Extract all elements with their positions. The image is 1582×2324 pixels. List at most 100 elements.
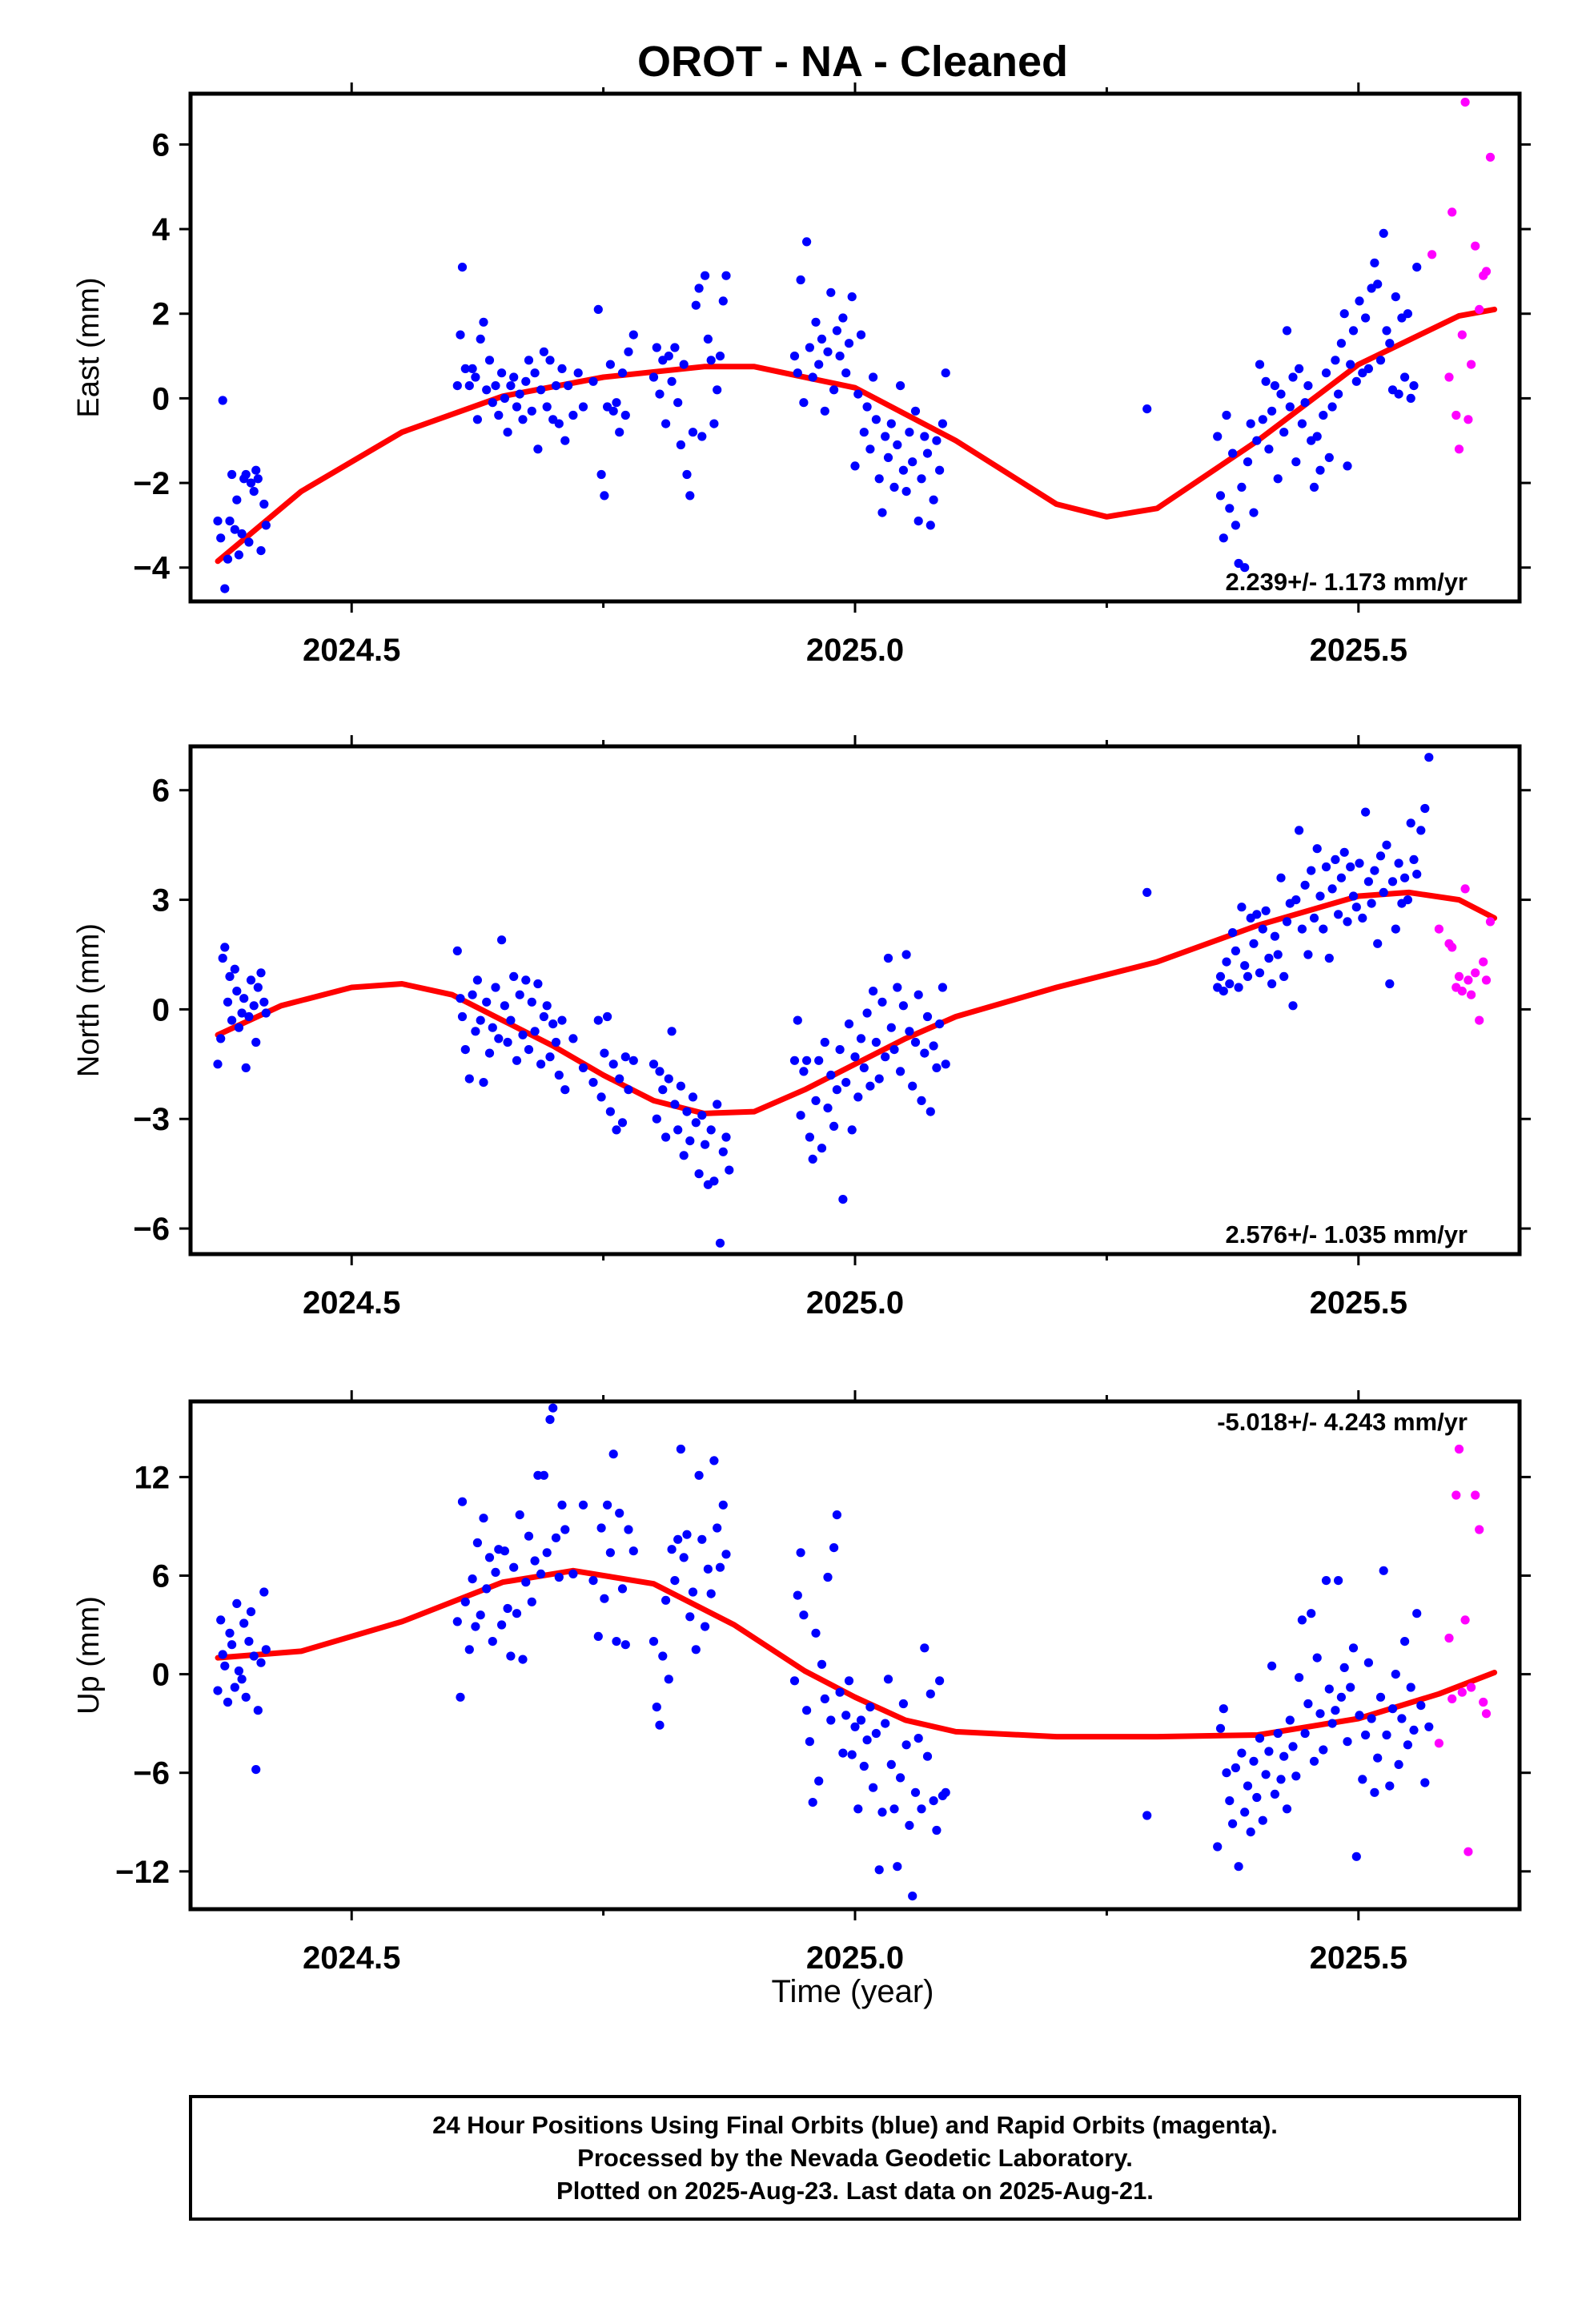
up-final-point	[841, 1711, 851, 1720]
up-final-point	[620, 1640, 630, 1650]
up-final-point	[225, 1628, 235, 1638]
up-final-point	[1261, 1770, 1271, 1779]
east-y-tick-label: 0	[152, 381, 170, 416]
east-plot-frame	[188, 91, 1522, 604]
north-final-point	[667, 1027, 677, 1036]
up-final-point	[237, 1675, 247, 1684]
north-final-point	[593, 1015, 603, 1025]
up-model-curve	[215, 1567, 1498, 1740]
east-final-point	[691, 300, 701, 310]
north-final-point	[655, 1067, 665, 1076]
east-final-point	[554, 419, 564, 428]
up-final-point	[865, 1703, 875, 1712]
east-final-point	[1400, 372, 1410, 382]
east-final-point	[588, 376, 598, 386]
up-final-point	[536, 1569, 546, 1578]
up-rapid-point	[1471, 1490, 1480, 1500]
up-final-point	[506, 1651, 516, 1661]
north-final-point	[670, 1100, 680, 1109]
east-x-tick-label: 2025.0	[806, 633, 904, 668]
north-final-point	[615, 1074, 624, 1084]
north-final-point	[889, 1045, 899, 1055]
east-final-point	[497, 368, 507, 378]
up-final-point	[476, 1610, 485, 1620]
up-final-point	[484, 1553, 495, 1562]
up-final-point	[941, 1787, 950, 1797]
east-final-point	[682, 469, 692, 480]
east-final-point	[596, 469, 606, 480]
up-final-point	[578, 1500, 588, 1510]
east-final-point	[1334, 389, 1343, 399]
east-final-point	[468, 364, 477, 373]
east-final-point	[1237, 482, 1247, 493]
up-final-point	[1282, 1804, 1292, 1814]
east-final-point	[457, 263, 468, 272]
up-final-point	[491, 1567, 500, 1577]
east-final-point	[648, 372, 659, 382]
east-final-point	[568, 410, 578, 420]
east-rapid-point	[1485, 152, 1496, 162]
east-final-point	[1255, 360, 1265, 369]
east-final-point	[793, 368, 802, 378]
east-final-point	[527, 406, 536, 416]
north-final-point	[460, 1045, 470, 1055]
north-final-point	[608, 1059, 618, 1069]
north-final-point	[605, 1107, 616, 1116]
east-final-point	[694, 283, 704, 293]
up-final-point	[664, 1675, 673, 1684]
north-final-point	[1219, 987, 1228, 996]
north-final-point	[218, 953, 227, 963]
north-final-point	[808, 1154, 817, 1164]
north-final-point	[620, 1052, 630, 1062]
north-final-point	[1295, 826, 1304, 835]
east-final-point	[1225, 504, 1235, 513]
north-rapid-point	[1475, 1015, 1484, 1025]
east-final-point	[1252, 436, 1262, 445]
east-final-point	[628, 330, 638, 340]
east-final-point	[673, 398, 683, 408]
east-final-point	[509, 372, 519, 382]
east-final-point	[896, 381, 905, 391]
east-final-point	[472, 415, 483, 424]
east-final-point	[709, 419, 719, 428]
east-final-point	[652, 343, 661, 352]
footer-line-2: Processed by the Nevada Geodetic Laborat…	[577, 2144, 1133, 2172]
north-final-point	[1403, 895, 1412, 905]
up-final-point	[789, 1676, 800, 1686]
up-final-point	[862, 1735, 872, 1745]
up-rapid-point	[1457, 1687, 1467, 1697]
east-final-point	[1409, 381, 1419, 391]
north-final-point	[881, 1052, 890, 1062]
north-x-tick-label: 2024.5	[303, 1285, 400, 1321]
up-final-point	[227, 1640, 237, 1650]
north-final-point	[237, 1008, 247, 1018]
north-final-point	[1297, 924, 1307, 934]
up-final-point	[1225, 1796, 1235, 1806]
north-final-point	[1370, 866, 1379, 875]
east-final-point	[482, 385, 492, 395]
up-final-point	[1373, 1753, 1383, 1763]
east-final-point	[1385, 339, 1395, 348]
east-final-point	[664, 352, 673, 361]
east-final-point	[908, 457, 917, 467]
up-final-point	[1309, 1756, 1319, 1766]
north-final-point	[874, 1074, 884, 1084]
north-final-point	[1315, 891, 1325, 901]
east-final-point	[886, 419, 896, 428]
up-final-point	[624, 1525, 633, 1534]
east-final-point	[1295, 364, 1304, 373]
up-final-point	[1297, 1615, 1307, 1625]
up-final-point	[856, 1715, 866, 1725]
up-final-point	[889, 1804, 899, 1814]
up-final-point	[847, 1750, 857, 1759]
north-final-point	[227, 1015, 237, 1025]
up-final-point	[688, 1587, 698, 1597]
north-final-point	[838, 1195, 848, 1204]
north-final-point	[261, 1008, 271, 1018]
north-rapid-point	[1464, 975, 1473, 985]
north-final-point	[1307, 866, 1316, 875]
up-final-point	[218, 1650, 227, 1659]
up-final-point	[697, 1534, 707, 1544]
north-final-point	[1375, 851, 1386, 861]
north-y-tick-label: 6	[152, 774, 170, 809]
